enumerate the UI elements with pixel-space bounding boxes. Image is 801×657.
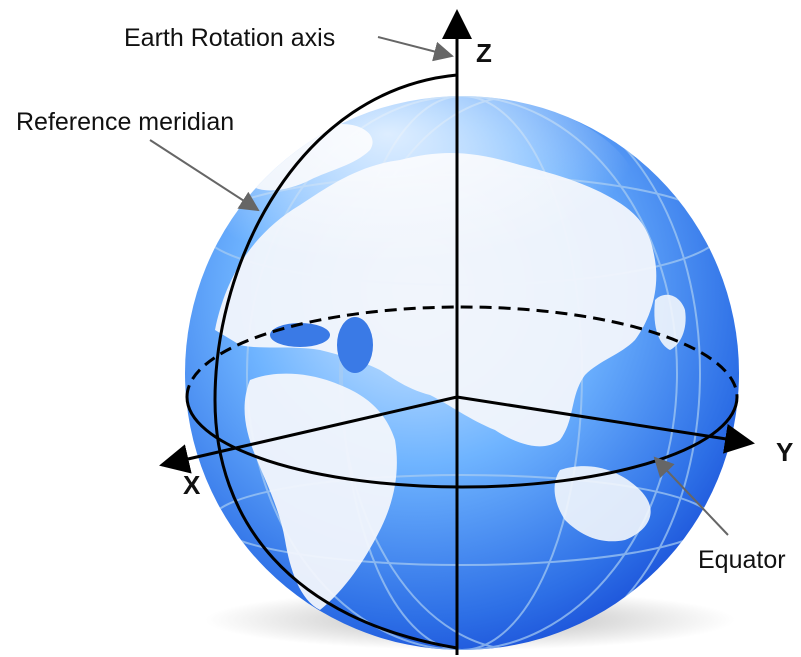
y-axis-label: Y	[776, 437, 793, 467]
reference-meridian-line	[213, 73, 458, 650]
rotation-axis-pointer	[377, 36, 454, 62]
reference-meridian-pointer	[149, 139, 260, 212]
equator-front	[185, 396, 739, 489]
z-axis-label: Z	[476, 38, 492, 68]
y-axis	[456, 395, 755, 454]
equator-pointer	[653, 456, 729, 536]
caspian-sea	[337, 317, 373, 373]
black-sea	[270, 323, 330, 347]
rotation-axis-label: Earth Rotation axis	[124, 24, 335, 52]
africa-land	[244, 373, 397, 610]
equator-label: Equator	[698, 546, 786, 574]
equator-back	[185, 305, 739, 398]
sea-islands-land	[554, 466, 651, 542]
globe-gloss	[220, 90, 640, 310]
x-axis	[159, 395, 458, 474]
x-axis-label: X	[183, 470, 201, 500]
reference-meridian-label: Reference meridian	[16, 108, 234, 136]
japan-land	[654, 294, 686, 350]
